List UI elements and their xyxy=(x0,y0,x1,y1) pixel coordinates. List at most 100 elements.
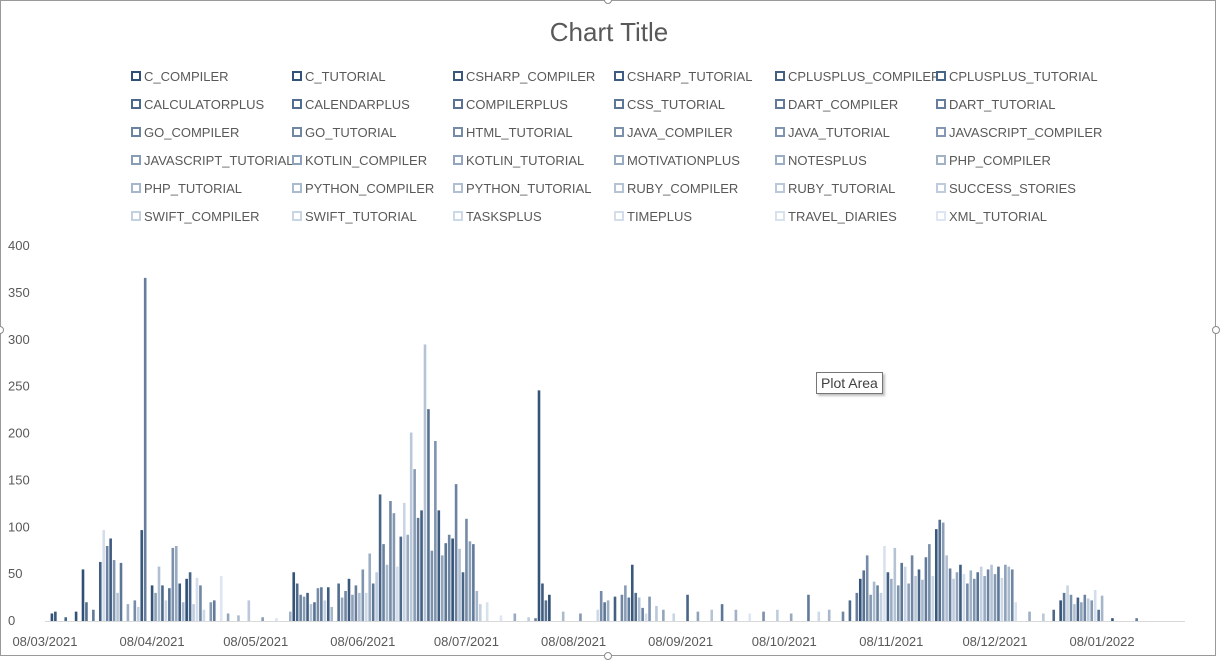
bar[interactable] xyxy=(344,591,347,621)
bar[interactable] xyxy=(962,574,966,622)
legend-entry[interactable]: KOTLIN_COMPILER xyxy=(292,150,427,170)
legend-entry[interactable]: XML_TUTORIAL xyxy=(936,206,1047,226)
bar[interactable] xyxy=(900,562,904,622)
bar[interactable] xyxy=(1086,598,1090,622)
bar[interactable] xyxy=(624,585,627,622)
bar[interactable] xyxy=(1000,577,1004,622)
legend-entry[interactable]: DART_TUTORIAL xyxy=(936,94,1055,114)
bar[interactable] xyxy=(430,550,434,621)
legend-entry[interactable]: JAVASCRIPT_TUTORIAL xyxy=(131,150,294,170)
bar[interactable] xyxy=(672,613,676,622)
bar[interactable] xyxy=(154,592,157,622)
bar[interactable] xyxy=(921,579,924,621)
bar[interactable] xyxy=(1007,566,1011,622)
bar[interactable] xyxy=(50,613,54,622)
bar[interactable] xyxy=(85,602,88,621)
bar[interactable] xyxy=(914,576,917,621)
bar[interactable] xyxy=(485,602,489,621)
bar[interactable] xyxy=(1059,600,1062,622)
bar[interactable] xyxy=(1083,594,1087,621)
bar[interactable] xyxy=(247,600,251,622)
bar[interactable] xyxy=(302,596,306,622)
bar[interactable] xyxy=(326,587,330,621)
bar[interactable] xyxy=(323,600,327,622)
bar[interactable] xyxy=(358,592,361,622)
legend-entry[interactable]: PHP_COMPILER xyxy=(936,150,1051,170)
bar[interactable] xyxy=(872,581,876,622)
bar[interactable] xyxy=(952,578,955,621)
legend-entry[interactable]: NOTESPLUS xyxy=(775,150,867,170)
bar[interactable] xyxy=(299,594,302,621)
bar[interactable] xyxy=(1042,613,1045,622)
bar[interactable] xyxy=(1111,618,1114,621)
legend-entry[interactable]: MOTIVATIONPLUS xyxy=(614,150,740,170)
bar[interactable] xyxy=(181,602,185,621)
bar[interactable] xyxy=(827,609,831,621)
legend-entry[interactable]: C_TUTORIAL xyxy=(292,66,386,86)
bar[interactable] xyxy=(385,564,389,621)
bar[interactable] xyxy=(309,604,313,622)
bar[interactable] xyxy=(199,585,202,622)
bar[interactable] xyxy=(848,600,852,622)
legend-entry[interactable]: RUBY_TUTORIAL xyxy=(775,178,895,198)
bar[interactable] xyxy=(976,572,980,621)
bar[interactable] xyxy=(465,518,468,621)
bar[interactable] xyxy=(354,585,358,622)
bar[interactable] xyxy=(776,609,779,621)
bar[interactable] xyxy=(364,592,368,622)
bar[interactable] xyxy=(140,530,144,621)
bar[interactable] xyxy=(119,562,123,622)
bar[interactable] xyxy=(579,613,582,622)
bar[interactable] xyxy=(883,546,886,621)
bar[interactable] xyxy=(116,592,119,622)
bar[interactable] xyxy=(157,566,161,622)
bar[interactable] xyxy=(164,600,168,622)
bar[interactable] xyxy=(734,609,738,621)
bar[interactable] xyxy=(979,566,983,622)
bar[interactable] xyxy=(1010,569,1014,621)
bar[interactable] xyxy=(475,591,479,621)
bar[interactable] xyxy=(423,344,427,621)
bar[interactable] xyxy=(1014,602,1018,621)
legend-entry[interactable]: GO_TUTORIAL xyxy=(292,122,397,142)
bar[interactable] xyxy=(392,513,396,621)
bar[interactable] xyxy=(402,502,406,622)
bar[interactable] xyxy=(1097,609,1100,621)
bar[interactable] xyxy=(396,566,399,622)
bar[interactable] xyxy=(997,566,1000,622)
bar[interactable] xyxy=(447,534,451,621)
bar[interactable] xyxy=(627,597,631,621)
bar[interactable] xyxy=(959,564,962,621)
bar[interactable] xyxy=(941,522,945,621)
bar[interactable] xyxy=(440,555,444,622)
bar[interactable] xyxy=(399,536,403,622)
bar[interactable] xyxy=(382,544,385,622)
bar[interactable] xyxy=(313,602,316,621)
bar[interactable] xyxy=(955,572,959,621)
bar[interactable] xyxy=(337,583,340,622)
bar[interactable] xyxy=(931,576,935,621)
bar[interactable] xyxy=(444,543,448,621)
bar[interactable] xyxy=(869,594,872,621)
legend-entry[interactable]: CSHARP_TUTORIAL xyxy=(614,66,752,86)
bar[interactable] xyxy=(606,600,610,622)
bar[interactable] xyxy=(168,588,171,621)
bar[interactable] xyxy=(92,609,95,621)
bar[interactable] xyxy=(990,564,993,621)
legend-entry[interactable]: SWIFT_COMPILER xyxy=(131,206,260,226)
bar[interactable] xyxy=(696,611,700,622)
bar[interactable] xyxy=(662,609,665,621)
bar[interactable] xyxy=(105,546,109,621)
bar[interactable] xyxy=(893,547,897,622)
bar[interactable] xyxy=(409,432,413,621)
bar[interactable] xyxy=(862,570,866,622)
bar[interactable] xyxy=(903,566,907,622)
bar[interactable] xyxy=(945,555,948,622)
bar[interactable] xyxy=(109,538,112,622)
bar[interactable] xyxy=(910,555,914,622)
bar[interactable] xyxy=(544,600,548,622)
bar[interactable] xyxy=(686,594,689,621)
bar[interactable] xyxy=(924,557,928,621)
bar[interactable] xyxy=(368,553,372,622)
